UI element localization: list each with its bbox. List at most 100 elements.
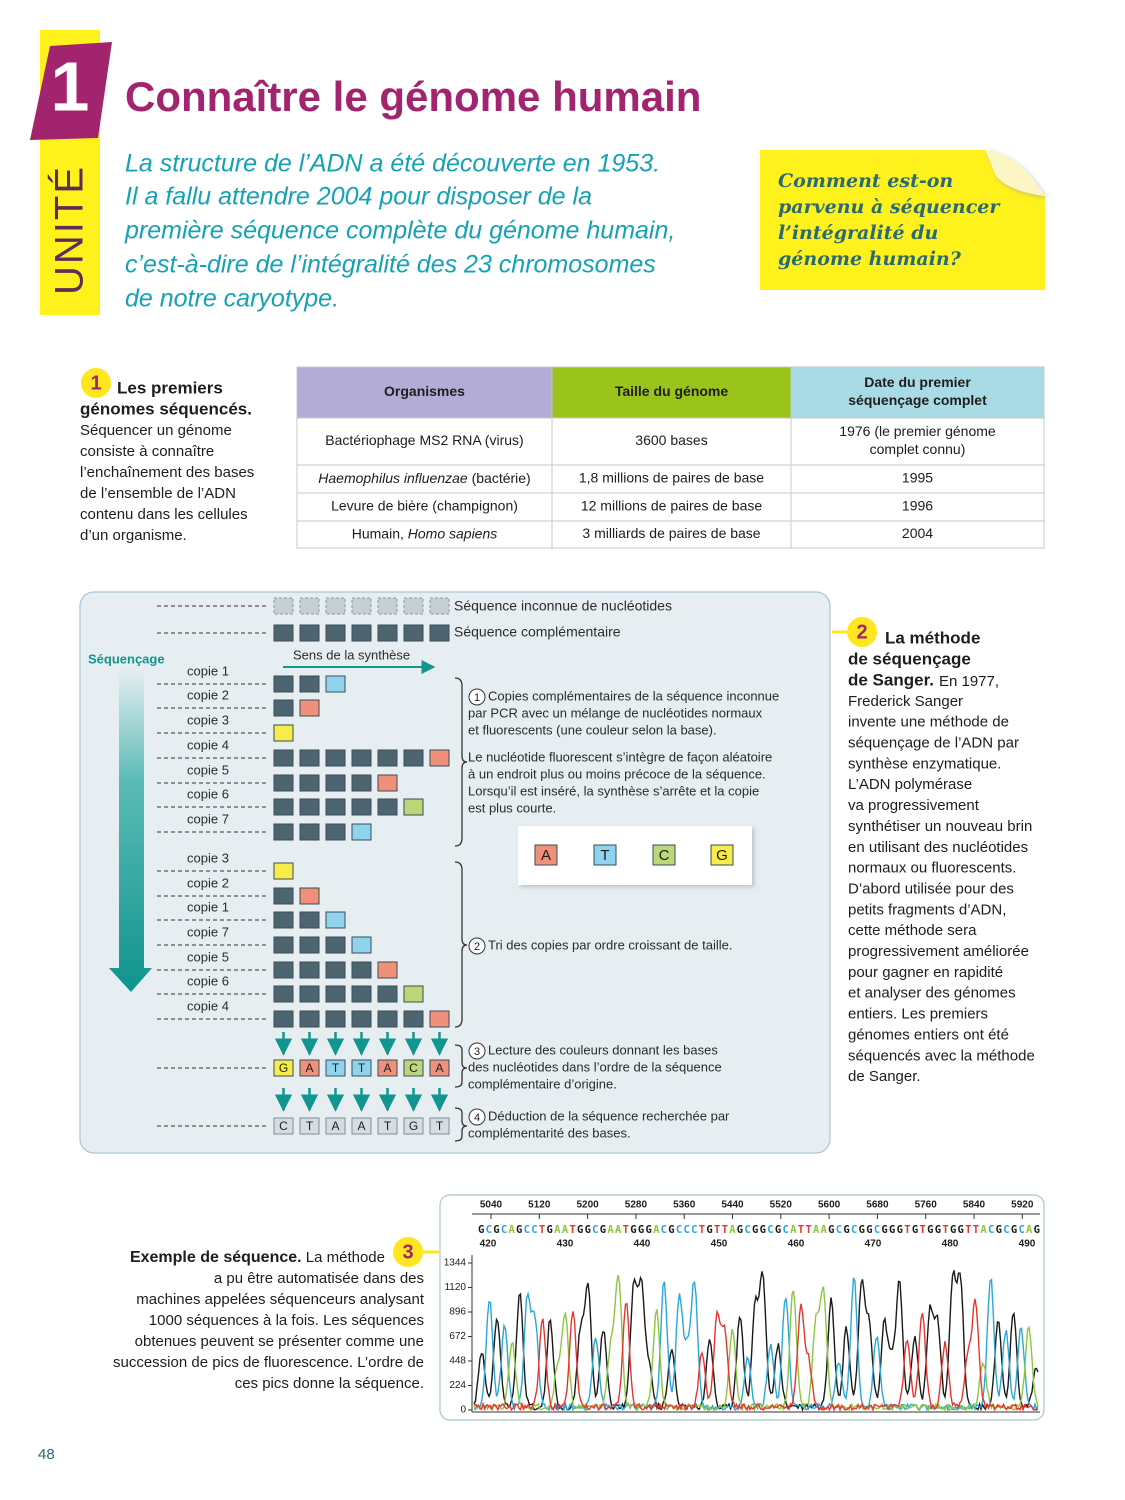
page-title: Connaître le génome humain <box>125 73 701 120</box>
doc-text: en utilisant des nucléotides <box>848 839 1028 856</box>
nucleotide <box>273 936 294 954</box>
doc-text: petits fragments d’ADN, <box>848 901 1006 918</box>
base-call: G <box>516 1224 522 1236</box>
index-label: 420 <box>480 1239 497 1250</box>
nucleotide <box>429 1059 450 1077</box>
copy-label: copie 7 <box>187 924 229 939</box>
nucleotide <box>299 985 320 1003</box>
copy-label: copie 6 <box>187 973 229 988</box>
base-call: A <box>653 1224 660 1236</box>
nucleotide <box>325 774 346 792</box>
nucleotide <box>377 798 398 816</box>
nucleotide <box>299 749 320 767</box>
base-letter: G <box>279 1061 288 1075</box>
nucleotide <box>299 961 320 979</box>
base-call: C <box>592 1224 598 1236</box>
base-call: T <box>569 1224 575 1236</box>
table-row <box>296 492 1045 522</box>
brace <box>454 861 468 1028</box>
nucleotide <box>299 936 320 954</box>
doc-text: consiste à connaître <box>80 443 214 460</box>
table-cell: 3 milliards de paires de base <box>582 525 760 541</box>
base-call: C <box>767 1224 773 1236</box>
nucleotide <box>377 624 398 642</box>
doc-text: machines appelées séquenceurs analysant <box>136 1291 425 1308</box>
table-row <box>296 464 1045 494</box>
nucleotide <box>299 798 320 816</box>
base-call: A <box>508 1224 515 1236</box>
doc-text: et analyser des génomes <box>848 985 1016 1002</box>
table-border <box>296 366 1045 549</box>
base-call: G <box>866 1224 872 1236</box>
doc-text: va progressivement <box>848 797 980 814</box>
base-call: T <box>539 1224 545 1236</box>
table-cell: séquençage complet <box>848 392 987 408</box>
doc-text: Frederick Sanger <box>848 693 963 710</box>
row-label: Séquence inconnue de nucléotides <box>454 598 672 614</box>
nucleotide <box>299 911 320 929</box>
y-tick-label: 1344 <box>444 1258 467 1269</box>
page-number: 48 <box>38 1446 55 1463</box>
legend-letter: C <box>659 847 670 864</box>
doc-title: Les premiers <box>117 378 223 397</box>
base-call: G <box>881 1224 887 1236</box>
nucleotide <box>273 675 294 693</box>
row-label: Séquence complémentaire <box>454 624 621 640</box>
legend-letter: T <box>600 847 609 864</box>
doc-text: contenu dans les cellules <box>80 506 248 523</box>
base-call: T <box>904 1224 910 1236</box>
doc-text: pour gagner en rapidité <box>848 964 1003 981</box>
index-label: 480 <box>942 1239 959 1250</box>
base-letter: A <box>305 1061 313 1075</box>
base-call: G <box>577 1224 583 1236</box>
doc-text: succession de pics de fluorescence. L’or… <box>113 1354 424 1371</box>
doc-badge <box>393 1237 423 1267</box>
index-label: 430 <box>557 1239 574 1250</box>
doc-title: génomes séquencés. <box>80 399 252 418</box>
header-cell <box>552 367 791 418</box>
base-letter: T <box>436 1119 444 1133</box>
base-call: A <box>790 1224 797 1236</box>
intro-line: La structure de l’ADN a été découverte e… <box>125 150 660 178</box>
nucleotide <box>403 1010 424 1028</box>
index-label: 440 <box>634 1239 651 1250</box>
base-call: C <box>836 1224 842 1236</box>
nucleotide <box>273 798 294 816</box>
intro-line: de notre caryotype. <box>125 285 339 313</box>
base-call: T <box>699 1224 705 1236</box>
table-cell: 1995 <box>902 470 933 486</box>
copy-label: copie 1 <box>187 899 229 914</box>
doc-text: L’ADN polymérase <box>848 776 972 793</box>
base-call: T <box>805 1224 811 1236</box>
base-call: T <box>919 1224 925 1236</box>
base-call: A <box>562 1224 569 1236</box>
nucleotide <box>351 961 372 979</box>
nucleotide <box>429 749 450 767</box>
base-call: G <box>493 1224 499 1236</box>
nucleotide <box>403 624 424 642</box>
base-letter: G <box>409 1119 418 1133</box>
nucleotide <box>403 749 424 767</box>
nucleotide <box>351 749 372 767</box>
nucleotide <box>299 1117 320 1135</box>
base-call: T <box>965 1224 971 1236</box>
base-call: G <box>668 1224 674 1236</box>
nucleotide <box>273 887 294 905</box>
base-call: C <box>691 1224 697 1236</box>
doc-text: génomes entiers ont été <box>848 1026 1009 1043</box>
doc-text: a pu être automatisée dans des <box>214 1270 424 1287</box>
nucleotide <box>273 624 294 642</box>
table-cell: Humain, Homo sapiens <box>352 525 498 541</box>
step-text: Tri des copies par ordre croissant de ta… <box>488 937 732 952</box>
copy-label: copie 2 <box>187 687 229 702</box>
base-call: C <box>851 1224 857 1236</box>
step-text: par PCR avec un mélange de nucléotides n… <box>468 705 763 720</box>
base-letter: C <box>409 1061 418 1075</box>
scale-label: 5520 <box>770 1200 793 1211</box>
doc-text: normaux ou fluorescents. <box>848 860 1016 877</box>
sequencing-label: Séquençage <box>88 651 165 666</box>
scale-label: 5440 <box>721 1200 744 1211</box>
base-call: G <box>828 1224 834 1236</box>
